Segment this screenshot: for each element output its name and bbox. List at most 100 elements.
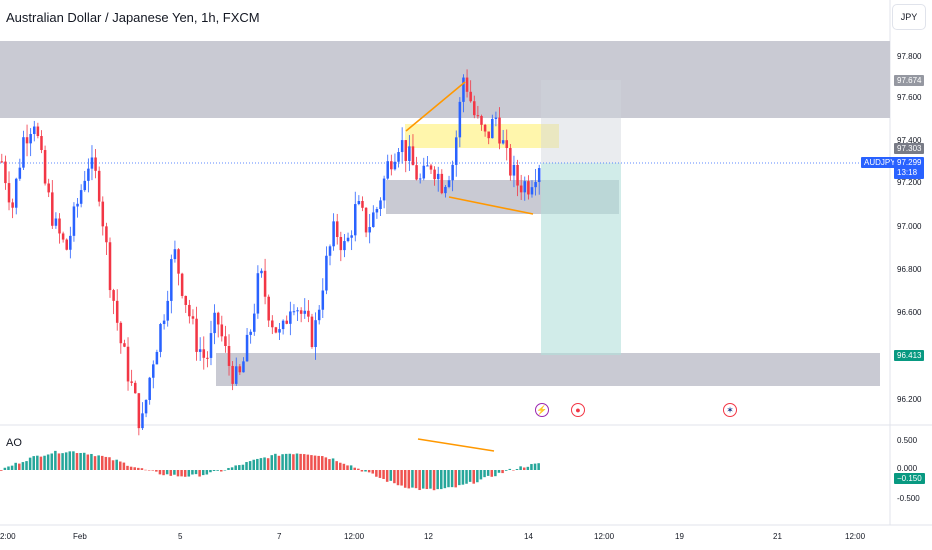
ao-bar <box>216 470 219 471</box>
candle-body <box>335 221 339 238</box>
lightning-event-icon[interactable]: ⚡ <box>535 403 549 417</box>
ao-bar <box>263 457 266 470</box>
ao-bar <box>519 466 522 470</box>
candle-body <box>447 180 451 187</box>
candle-body <box>36 126 40 137</box>
candle-body <box>33 126 36 135</box>
ao-bar <box>375 470 378 477</box>
ao-bar <box>133 467 136 470</box>
ao-bar <box>454 470 457 488</box>
risk-area[interactable] <box>541 80 621 163</box>
ao-bar <box>346 465 349 470</box>
candle-body <box>25 137 29 144</box>
ao-bar <box>360 470 364 472</box>
ao-trendline[interactable] <box>417 438 495 452</box>
ao-bar <box>284 453 288 470</box>
candle-body <box>4 161 7 184</box>
candle-body <box>454 137 458 165</box>
candle-body <box>40 136 43 151</box>
candle-body <box>289 311 292 324</box>
time-tick: 12:00 <box>594 532 615 541</box>
trendline-lower[interactable] <box>448 196 534 215</box>
candle-body <box>307 310 310 317</box>
symbol-tag: AUDJPY <box>861 157 899 168</box>
candle-body <box>271 320 274 328</box>
ao-bar <box>234 465 237 470</box>
ao-bar <box>245 462 248 470</box>
target-area[interactable] <box>541 163 621 355</box>
ao-bar <box>393 470 396 484</box>
demand-zone-rect[interactable] <box>216 353 880 386</box>
highlight-zone-rect[interactable] <box>405 124 559 148</box>
candle-body <box>537 168 541 183</box>
target-price-tag: 96.413 <box>894 350 925 361</box>
ao-bar <box>367 470 371 473</box>
candle-body <box>115 300 119 323</box>
supply-zone-rect[interactable] <box>0 41 890 118</box>
indicator-name[interactable]: AO <box>6 437 22 449</box>
ao-bar <box>82 452 86 470</box>
candle-body <box>397 152 400 162</box>
ao-bar <box>97 455 100 470</box>
ao-bar <box>515 469 519 470</box>
ao-bar <box>90 453 93 470</box>
ao-bar <box>371 470 375 474</box>
ao-bar <box>465 470 468 484</box>
ao-bar <box>137 467 140 470</box>
candle-body <box>422 165 426 179</box>
ao-histogram <box>0 450 540 491</box>
candle-body <box>364 207 368 233</box>
candle-body <box>523 181 527 193</box>
candle-body <box>206 357 209 359</box>
ao-bar <box>266 458 270 470</box>
candle-body <box>112 290 115 301</box>
candle-body <box>339 237 343 251</box>
candle-body <box>346 237 350 242</box>
chart-title: Australian Dollar / Japanese Yen, 1h, FX… <box>6 10 260 25</box>
ao-bar <box>248 461 252 470</box>
candle-body <box>7 183 11 203</box>
candle-body <box>285 320 288 324</box>
ao-bar <box>25 461 28 470</box>
candle-body <box>390 161 393 170</box>
candle-body <box>253 313 256 332</box>
candle-body <box>198 349 202 352</box>
candle-body <box>144 399 148 414</box>
ao-bar <box>57 453 61 470</box>
candle-body <box>473 101 476 116</box>
candle-body <box>69 235 72 250</box>
candle-body <box>90 157 94 169</box>
flag-event-icon[interactable]: ✶ <box>723 403 737 417</box>
time-tick: 12:00 <box>845 532 866 541</box>
candle-body <box>234 366 238 384</box>
ao-bar <box>458 470 461 486</box>
ao-bar <box>526 466 530 470</box>
ao-bar <box>205 470 209 475</box>
ao-bar <box>230 467 234 470</box>
record-event-icon[interactable]: ● <box>571 403 585 417</box>
ao-bar <box>180 470 183 477</box>
ao-tick: 0.500 <box>897 436 918 445</box>
ao-bar <box>299 453 302 470</box>
candle-body <box>123 343 126 347</box>
ao-bar <box>483 470 486 478</box>
ao-bar <box>39 456 43 470</box>
candle-body <box>133 382 137 394</box>
current-price-tag: 97.299 13:18 <box>894 157 925 179</box>
trendline-upper[interactable] <box>405 81 466 132</box>
currency-button[interactable]: JPY <box>892 4 926 30</box>
candle-body <box>469 91 472 102</box>
candle-body <box>274 327 278 333</box>
ao-bar <box>342 463 346 470</box>
ao-bar <box>21 462 25 470</box>
candle-body <box>400 140 404 153</box>
candle-body <box>238 366 242 373</box>
ao-bar <box>396 470 400 486</box>
ao-bar <box>129 466 133 470</box>
candle-body <box>451 164 454 181</box>
price-tick: 97.000 <box>897 222 922 231</box>
candle-body <box>408 146 411 161</box>
candle-body <box>108 242 112 291</box>
ao-bar <box>86 454 90 470</box>
